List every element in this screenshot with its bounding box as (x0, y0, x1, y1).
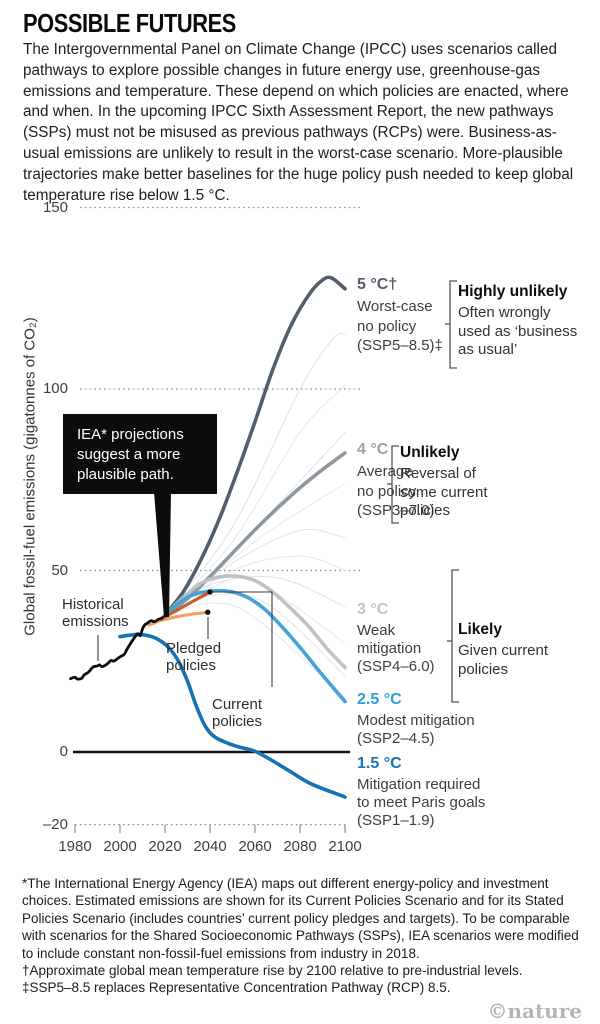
temp-4c: 4 °C (357, 441, 389, 458)
label-line: to meet Paris goals (357, 794, 486, 811)
nature-logo: ©nature (487, 999, 582, 1023)
scenario-label-ssp1: 1.5 °C Mitigation required to meet Paris… (357, 755, 485, 830)
label-line: Modest mitigation (357, 712, 475, 729)
callout-line: IEA* projections (77, 426, 184, 443)
label-line: Weak (357, 622, 396, 639)
scenario-label-ssp4: 3 °C Weak mitigation (SSP4–6.0) (357, 601, 435, 676)
footnote: ‡SSP5–8.5 replaces Representative Concen… (22, 980, 451, 996)
scenario-label-ssp2: 2.5 °C Modest mitigation (SSP2–4.5) (357, 691, 475, 748)
label-line: emissions (62, 612, 129, 630)
x-tick-label-2060: 2060 (238, 838, 272, 855)
x-tick-label-2080: 2080 (283, 838, 317, 855)
y-tick-label-0: 0 (59, 743, 68, 760)
x-tick-label-2040: 2040 (193, 838, 227, 855)
likelihood-likely: Likely Given current policies (458, 621, 548, 679)
x-tick-label-2000: 2000 (103, 838, 137, 855)
label-line: no policy (357, 482, 417, 500)
endpoint-dot-iea-current-policies (207, 589, 213, 595)
label-line: Current (212, 696, 263, 713)
likelihood-highly-unlikely: Highly unlikely Often wrongly used as ‘b… (458, 283, 577, 360)
label-line: no policy (357, 317, 417, 335)
current-policies-label: Current policies (212, 696, 263, 730)
series-ensemble-6 (162, 555, 346, 619)
callout-line: plausible path. (77, 466, 174, 483)
callout-pointer (154, 492, 171, 617)
series-ensemble-8 (162, 577, 346, 644)
label-line: Worst-case (357, 298, 433, 315)
label-line: (SSP1–1.9) (357, 812, 435, 829)
historical-emissions-label: Historical emissions (62, 596, 129, 630)
label-line: Given current (458, 642, 549, 659)
pledged-policies-label: Pledged policies (166, 640, 222, 674)
temp-1-5c: 1.5 °C (357, 755, 402, 772)
series-iea-pledged-policies (147, 610, 210, 627)
label-line: policies (400, 502, 451, 519)
footnote: †Approximate global mean temperature ris… (22, 963, 523, 979)
footnote: *The International Energy Agency (IEA) m… (22, 876, 579, 961)
scenario-label-ssp5: 5 °C† Worst-case no policy (SSP5–8.5)‡ (357, 276, 443, 356)
likelihood-title: Likely (458, 621, 502, 638)
intro-paragraph: The Intergovernmental Panel on Climate C… (23, 41, 574, 204)
x-tick-label-2100: 2100 (328, 838, 362, 855)
label-line: policies (212, 712, 263, 730)
label-line: (SSP5–8.5)‡ (357, 337, 443, 354)
x-tick-label-1980: 1980 (58, 838, 92, 855)
temp-3c: 3 °C (357, 601, 389, 618)
series-layer (69, 275, 347, 799)
label-line: Often wrongly (458, 304, 551, 321)
likelihood-unlikely: Unlikely Reversal of some current polici… (400, 444, 488, 521)
label-line: mitigation (357, 640, 422, 657)
series-iea-current-policies (158, 590, 212, 621)
temp-5c: 5 °C† (357, 276, 398, 293)
series-ensemble-7 (162, 575, 346, 619)
likelihood-title: Unlikely (400, 444, 460, 461)
current-leader-line (213, 591, 273, 687)
temp-2-5c: 2.5 °C (357, 691, 402, 708)
series-ensemble-5 (162, 529, 346, 619)
y-axis-title: Global fossil-fuel emissions (gigatonnes… (21, 317, 39, 636)
label-line: (SSP2–4.5) (357, 730, 435, 747)
iea-callout-box: IEA* projections suggest a more plausibl… (63, 414, 217, 494)
footnotes: *The International Energy Agency (IEA) m… (22, 875, 584, 997)
x-tick-label-2020: 2020 (148, 838, 182, 855)
y-tick-label-150: 150 (42, 198, 68, 216)
label-line: (SSP4–6.0) (357, 658, 435, 675)
label-line: some current (400, 483, 488, 501)
label-line: policies (458, 660, 509, 678)
callout-line: suggest a more (77, 446, 181, 463)
label-line: Historical (62, 596, 124, 613)
y-tick-label-100: 100 (42, 380, 68, 397)
label-line: as usual’ (458, 341, 518, 358)
likelihood-title: Highly unlikely (458, 283, 568, 300)
endpoint-dot-iea-pledged-policies (205, 609, 211, 615)
label-line: Reversal of (400, 465, 476, 482)
y-tick-label-50: 50 (51, 561, 68, 579)
page-title: POSSIBLE FUTURES (23, 8, 236, 38)
label-line: Pledged (166, 640, 222, 657)
label-line: used as ‘business (458, 322, 578, 340)
label-line: policies (166, 656, 217, 674)
bracket-highly-unlikely (445, 280, 457, 369)
y-tick-label--20: –20 (42, 815, 68, 833)
gridline-layer (73, 206, 361, 834)
series-ensemble-4 (162, 482, 346, 619)
label-line: Mitigation required (357, 776, 481, 793)
